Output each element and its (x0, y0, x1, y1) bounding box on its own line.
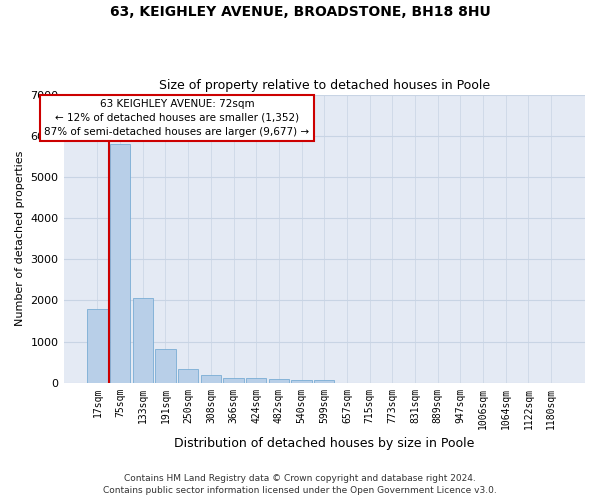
Bar (178, 368, 199, 382)
Text: 63, KEIGHLEY AVENUE, BROADSTONE, BH18 8HU: 63, KEIGHLEY AVENUE, BROADSTONE, BH18 8H… (110, 5, 490, 19)
Bar (314, 380, 334, 382)
Text: Contains HM Land Registry data © Crown copyright and database right 2024.
Contai: Contains HM Land Registry data © Crown c… (103, 474, 497, 495)
Bar (133, 298, 153, 382)
X-axis label: Distribution of detached houses by size in Poole: Distribution of detached houses by size … (174, 437, 475, 450)
Text: 63 KEIGHLEY AVENUE: 72sqm
← 12% of detached houses are smaller (1,352)
87% of se: 63 KEIGHLEY AVENUE: 72sqm ← 12% of detac… (44, 98, 310, 136)
Bar (223, 378, 244, 382)
Bar (155, 349, 176, 382)
Bar (246, 378, 266, 382)
Bar (87, 310, 107, 382)
Title: Size of property relative to detached houses in Poole: Size of property relative to detached ho… (159, 79, 490, 92)
Bar (269, 379, 289, 382)
Bar (200, 374, 221, 382)
Y-axis label: Number of detached properties: Number of detached properties (15, 151, 25, 326)
Bar (292, 380, 312, 382)
Bar (110, 144, 130, 382)
